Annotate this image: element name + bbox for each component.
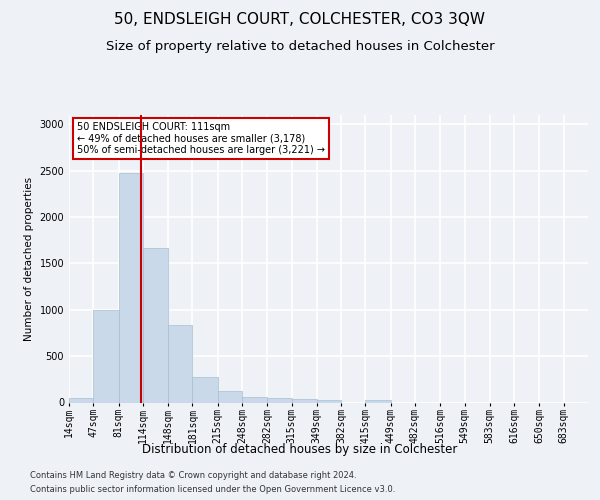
- Bar: [242, 397, 267, 402]
- Bar: [218, 392, 242, 402]
- Text: Distribution of detached houses by size in Colchester: Distribution of detached houses by size …: [142, 442, 458, 456]
- Bar: [193, 378, 218, 402]
- Text: 50 ENDSLEIGH COURT: 111sqm
← 49% of detached houses are smaller (3,178)
50% of s: 50 ENDSLEIGH COURT: 111sqm ← 49% of deta…: [77, 122, 325, 156]
- Bar: [267, 398, 292, 402]
- Bar: [317, 400, 341, 402]
- Bar: [69, 398, 94, 402]
- Bar: [365, 400, 391, 402]
- Text: Contains HM Land Registry data © Crown copyright and database right 2024.: Contains HM Land Registry data © Crown c…: [30, 472, 356, 480]
- Text: Contains public sector information licensed under the Open Government Licence v3: Contains public sector information licen…: [30, 485, 395, 494]
- Bar: [143, 248, 168, 402]
- Bar: [168, 324, 193, 402]
- Text: 50, ENDSLEIGH COURT, COLCHESTER, CO3 3QW: 50, ENDSLEIGH COURT, COLCHESTER, CO3 3QW: [115, 12, 485, 28]
- Bar: [94, 310, 119, 402]
- Text: Size of property relative to detached houses in Colchester: Size of property relative to detached ho…: [106, 40, 494, 53]
- Bar: [292, 399, 317, 402]
- Bar: [119, 172, 143, 402]
- Y-axis label: Number of detached properties: Number of detached properties: [24, 176, 34, 341]
